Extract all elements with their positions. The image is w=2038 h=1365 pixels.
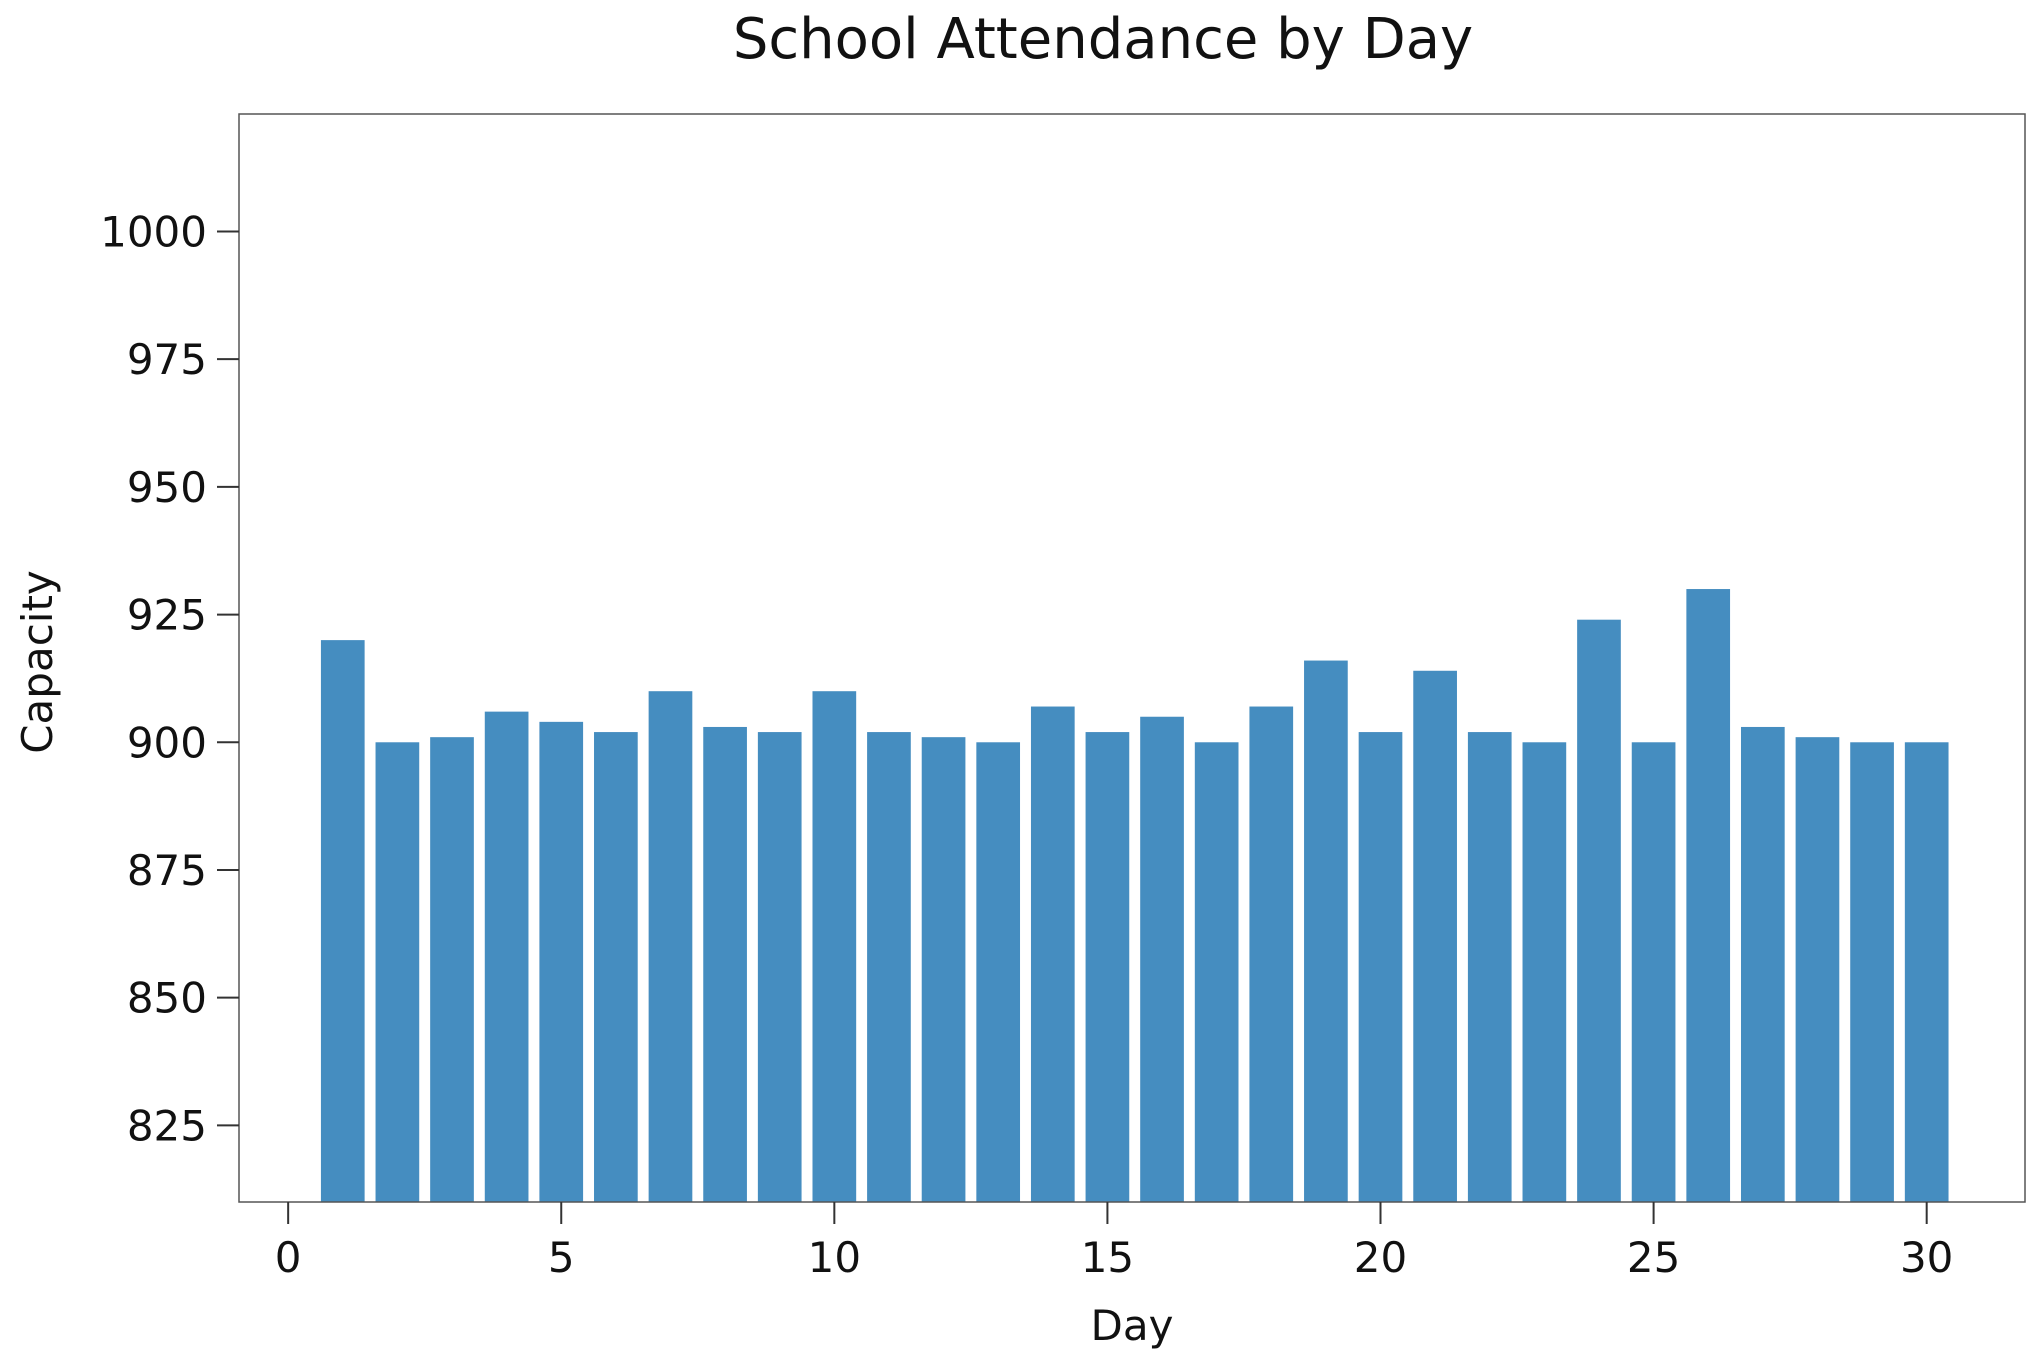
bar-day-3 [430, 737, 474, 1202]
bar-day-15 [1085, 732, 1130, 1202]
bar-day-28 [1795, 737, 1840, 1202]
bar-day-25 [1631, 742, 1676, 1202]
bar-day-8 [703, 726, 747, 1202]
y-tick-label: 850 [127, 974, 207, 1023]
bar-day-4 [484, 711, 529, 1202]
x-tick-label: 15 [1081, 1233, 1134, 1282]
x-axis-label: Day [1091, 1301, 1174, 1350]
bar-day-21 [1413, 670, 1457, 1202]
y-axis-label: Capacity [13, 570, 62, 754]
bar-day-6 [594, 732, 638, 1202]
bar-day-2 [375, 742, 420, 1202]
bar-day-22 [1467, 732, 1512, 1202]
chart-title: School Attendance by Day [733, 7, 1473, 72]
bar-day-14 [1030, 706, 1075, 1202]
bar-day-7 [648, 691, 693, 1202]
y-tick-label: 875 [127, 846, 207, 895]
bars-group [320, 589, 1949, 1202]
bar-day-23 [1522, 742, 1567, 1202]
x-tick-label: 30 [1900, 1233, 1953, 1282]
y-tick-label: 925 [127, 591, 207, 640]
bar-day-12 [921, 737, 966, 1202]
x-tick-label: 0 [275, 1233, 302, 1282]
bar-day-9 [757, 732, 802, 1202]
x-tick-label: 10 [808, 1233, 861, 1282]
bar-day-20 [1358, 732, 1403, 1202]
y-tick-label: 1000 [100, 207, 207, 256]
bar-day-24 [1577, 619, 1621, 1202]
bar-day-10 [812, 691, 857, 1202]
bar-day-17 [1194, 742, 1239, 1202]
y-tick-label: 900 [127, 718, 207, 767]
y-axis: 825 850 875 900 925 950 975 1000 [100, 207, 239, 1150]
bar-day-26 [1686, 589, 1731, 1202]
bar-day-27 [1740, 726, 1785, 1202]
bar-day-16 [1140, 716, 1184, 1202]
x-tick-label: 5 [548, 1233, 575, 1282]
x-axis: 0 5 10 15 20 25 30 [275, 1202, 1953, 1282]
y-tick-label: 825 [127, 1101, 207, 1150]
bar-day-30 [1904, 742, 1949, 1202]
bar-day-18 [1249, 706, 1294, 1202]
x-tick-label: 25 [1627, 1233, 1680, 1282]
bar-day-11 [867, 732, 911, 1202]
plot-frame [238, 113, 2026, 1203]
bar-day-1 [320, 640, 365, 1202]
bar-day-5 [539, 721, 584, 1202]
bar-day-19 [1304, 660, 1348, 1202]
y-tick-label: 950 [127, 463, 207, 512]
bar-day-29 [1850, 742, 1894, 1202]
x-tick-label: 20 [1354, 1233, 1407, 1282]
bar-day-13 [976, 742, 1021, 1202]
y-tick-label: 975 [127, 335, 207, 384]
